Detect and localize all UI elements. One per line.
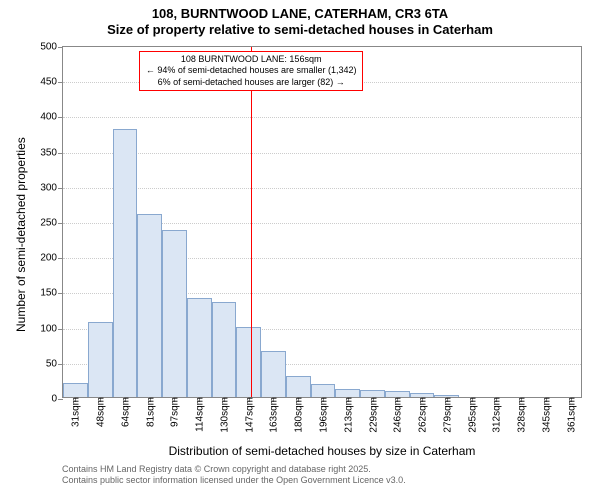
xtick-label: 196sqm — [317, 397, 330, 433]
xtick-label: 130sqm — [217, 397, 230, 433]
histogram-bar — [261, 351, 286, 397]
gridline — [63, 188, 581, 189]
ytick-label: 250 — [40, 218, 63, 229]
xtick-label: 345sqm — [539, 397, 552, 433]
histogram-bar — [212, 302, 237, 397]
ytick-label: 150 — [40, 288, 63, 299]
xtick-label: 81sqm — [143, 397, 156, 427]
annotation-line: 6% of semi-detached houses are larger (8… — [146, 77, 357, 88]
xtick-label: 163sqm — [267, 397, 280, 433]
ytick-label: 450 — [40, 77, 63, 88]
xtick-label: 312sqm — [490, 397, 503, 433]
ytick-label: 500 — [40, 42, 63, 53]
histogram-bar — [236, 327, 261, 397]
ytick-label: 400 — [40, 112, 63, 123]
xtick-label: 213sqm — [341, 397, 354, 433]
xtick-label: 48sqm — [94, 397, 107, 427]
chart-titles: 108, BURNTWOOD LANE, CATERHAM, CR3 6TA S… — [0, 6, 600, 39]
ytick-label: 200 — [40, 253, 63, 264]
gridline — [63, 117, 581, 118]
histogram-bar — [360, 390, 385, 397]
xtick-label: 180sqm — [292, 397, 305, 433]
histogram-bar — [88, 322, 113, 397]
attribution-line: Contains public sector information licen… — [62, 475, 406, 486]
plot-area: 05010015020025030035040045050031sqm48sqm… — [62, 46, 582, 398]
ytick-label: 350 — [40, 147, 63, 158]
ytick-label: 50 — [46, 358, 63, 369]
x-axis-label: Distribution of semi-detached houses by … — [62, 444, 582, 458]
chart-container: 108, BURNTWOOD LANE, CATERHAM, CR3 6TA S… — [0, 0, 600, 500]
histogram-bar — [286, 376, 311, 397]
xtick-label: 279sqm — [440, 397, 453, 433]
xtick-label: 361sqm — [564, 397, 577, 433]
xtick-label: 328sqm — [515, 397, 528, 433]
attribution-text: Contains HM Land Registry data © Crown c… — [62, 464, 406, 487]
attribution-line: Contains HM Land Registry data © Crown c… — [62, 464, 406, 475]
chart-title-main: 108, BURNTWOOD LANE, CATERHAM, CR3 6TA — [0, 6, 600, 22]
histogram-bar — [335, 389, 360, 397]
xtick-label: 147sqm — [242, 397, 255, 433]
annotation-box: 108 BURNTWOOD LANE: 156sqm← 94% of semi-… — [139, 51, 364, 91]
histogram-bar — [137, 214, 162, 397]
chart-title-sub: Size of property relative to semi-detach… — [0, 22, 600, 38]
xtick-label: 64sqm — [118, 397, 131, 427]
xtick-label: 97sqm — [168, 397, 181, 427]
histogram-bar — [162, 230, 187, 397]
ytick-label: 0 — [51, 394, 63, 405]
annotation-line: 108 BURNTWOOD LANE: 156sqm — [146, 54, 357, 65]
histogram-bar — [63, 383, 88, 397]
xtick-label: 295sqm — [465, 397, 478, 433]
gridline — [63, 153, 581, 154]
xtick-label: 262sqm — [416, 397, 429, 433]
histogram-bar — [113, 129, 138, 397]
xtick-label: 114sqm — [193, 397, 206, 432]
ytick-label: 100 — [40, 323, 63, 334]
histogram-bar — [311, 384, 336, 397]
xtick-label: 246sqm — [391, 397, 404, 433]
xtick-label: 31sqm — [69, 397, 82, 427]
reference-line — [251, 47, 252, 397]
ytick-label: 300 — [40, 182, 63, 193]
histogram-bar — [187, 298, 212, 397]
y-axis-label: Number of semi-detached properties — [14, 137, 28, 332]
xtick-label: 229sqm — [366, 397, 379, 433]
annotation-line: ← 94% of semi-detached houses are smalle… — [146, 65, 357, 76]
